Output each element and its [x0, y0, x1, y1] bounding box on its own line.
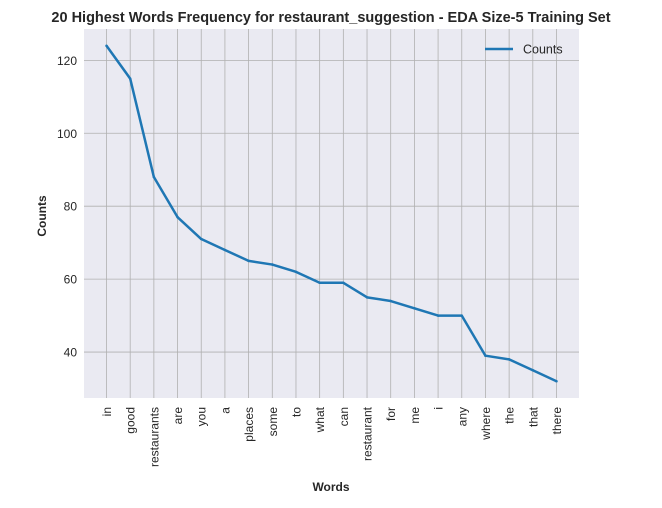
data-point: [531, 369, 535, 372]
chart-title: 20 Highest Words Frequency for restauran…: [51, 10, 610, 26]
y-tick-labels: 40 60 80 100 120: [57, 54, 77, 360]
data-point: [247, 259, 250, 263]
x-tick-label: i: [432, 407, 446, 410]
data-point: [294, 270, 298, 274]
data-point: [271, 263, 274, 266]
x-tick-label: you: [195, 407, 209, 426]
data-point: [199, 237, 203, 241]
data-point: [365, 296, 369, 299]
x-tick-label: can: [337, 407, 351, 426]
x-tick-label: where: [479, 407, 493, 441]
y-tick-label: 60: [64, 273, 78, 287]
grid-lines: [84, 29, 579, 398]
data-point: [223, 248, 227, 252]
x-tick-label: the: [503, 407, 517, 424]
data-point: [484, 354, 487, 357]
x-tick-label: to: [289, 407, 303, 417]
x-tick-label: in: [100, 407, 114, 416]
data-point: [460, 314, 464, 317]
x-tick-label: are: [171, 407, 185, 425]
plot-area: [84, 29, 579, 398]
legend-label: Counts: [523, 43, 563, 57]
x-tick-label: that: [526, 406, 540, 427]
data-point: [555, 379, 558, 383]
x-tick-label: me: [408, 407, 422, 424]
series-line: [105, 45, 558, 383]
x-tick-label: places: [242, 407, 256, 442]
x-tick-label: there: [550, 407, 564, 435]
series-layer: [105, 44, 558, 383]
legend: Counts: [485, 43, 563, 57]
data-point: [105, 44, 108, 48]
x-tick-label: any: [455, 407, 469, 426]
x-axis-label: Words: [312, 480, 349, 494]
x-tick-label: some: [266, 407, 280, 437]
y-tick-label: 100: [57, 127, 77, 141]
y-tick-label: 80: [64, 200, 78, 214]
x-tick-label: a: [218, 407, 232, 414]
x-tick-label: for: [384, 407, 398, 421]
data-point: [436, 314, 440, 317]
data-point: [389, 299, 392, 303]
data-point: [152, 175, 156, 179]
data-point: [413, 307, 416, 310]
x-tick-label: restaurants: [147, 407, 161, 467]
data-point: [342, 281, 345, 285]
y-axis-label: Counts: [35, 195, 49, 237]
x-tick-labels: in good restaurants are you a places some to what…: [100, 406, 564, 467]
data-point: [176, 215, 179, 219]
data-point: [507, 358, 511, 361]
x-tick-label: restaurant: [361, 406, 375, 461]
x-tick-label: what: [313, 406, 327, 433]
data-point: [318, 281, 321, 285]
y-tick-label: 120: [57, 54, 77, 68]
data-point: [128, 77, 132, 80]
y-tick-label: 40: [64, 346, 78, 360]
x-tick-label: good: [124, 407, 138, 434]
